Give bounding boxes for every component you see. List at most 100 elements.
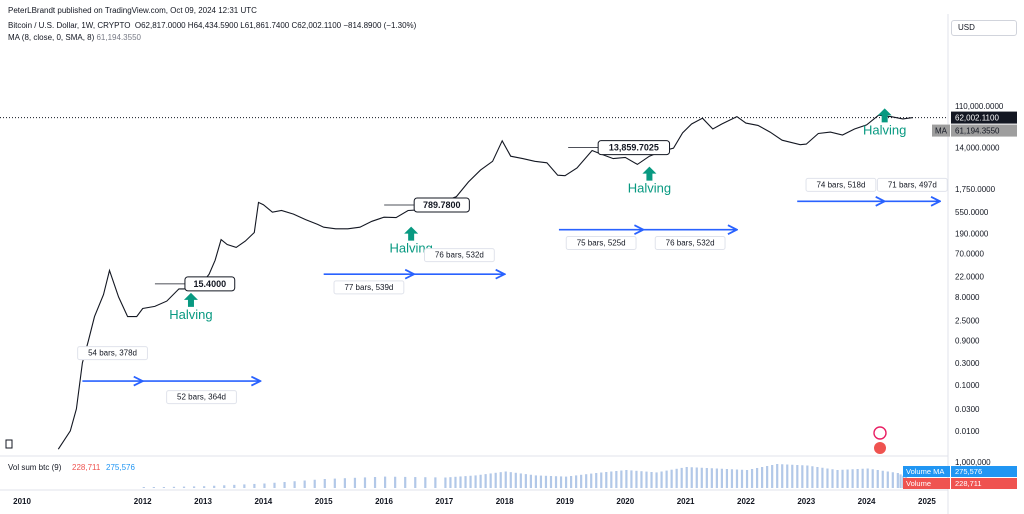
volume-bar — [449, 477, 452, 488]
volume-bar — [484, 474, 487, 488]
volume-bar — [534, 475, 538, 488]
volume-bar — [333, 478, 336, 488]
volume-bar — [881, 470, 884, 488]
volume-bar — [620, 470, 623, 488]
volume-bar — [172, 486, 176, 488]
volume-bar — [539, 475, 543, 488]
volume-bar — [766, 466, 769, 488]
cycle-label-box — [77, 346, 148, 361]
y-tick-label: 110,000.0000 — [955, 102, 1004, 111]
volume-bar — [625, 470, 628, 488]
x-tick-label: 2015 — [315, 497, 333, 506]
volume-bar — [861, 468, 864, 488]
volume-bar — [152, 487, 155, 488]
volume-bar — [655, 472, 658, 488]
volume-bar — [595, 473, 598, 488]
volume-bar — [363, 477, 367, 488]
volume-bar — [384, 476, 387, 488]
ma-tag-label: MA — [935, 127, 948, 136]
x-tick-label: 2024 — [858, 497, 876, 506]
volume-bar — [891, 472, 894, 488]
x-tick-label: 2017 — [435, 497, 453, 506]
cycle-label-box — [333, 280, 405, 295]
cycle-label-text: 76 bars, 532d — [666, 238, 715, 247]
volume-bar — [293, 481, 296, 488]
volume-bar — [836, 470, 839, 488]
volume-bar — [519, 473, 522, 488]
x-tick-label: 2010 — [13, 497, 31, 506]
volume-bar — [474, 475, 477, 488]
volume-bar — [715, 468, 718, 488]
volume-tag-value-box — [951, 466, 1017, 477]
halving-up-arrow-icon — [642, 166, 657, 181]
ma-value: 61,194.3550 — [955, 127, 1000, 136]
volume-bar — [650, 472, 653, 488]
volume-bar — [761, 467, 764, 488]
volume-bar — [605, 472, 608, 488]
volume-bar — [846, 469, 849, 488]
y-tick-label: 70.0000 — [955, 250, 984, 259]
volume-bar — [223, 485, 226, 488]
volume-bar — [142, 487, 145, 488]
cycle-label-box — [876, 177, 948, 192]
cycle-label-text: 76 bars, 532d — [435, 251, 484, 260]
volume-bar — [580, 474, 583, 488]
volume-legend-name: Vol sum btc (9) — [8, 463, 62, 472]
y-tick-label: 22.0000 — [955, 273, 984, 282]
volume-bar — [514, 472, 517, 488]
volume-bar — [394, 476, 397, 488]
volume-bar — [685, 467, 688, 488]
volume-bar — [213, 485, 216, 488]
volume-bar — [680, 467, 683, 488]
volume-bar — [203, 486, 206, 488]
ma-indicator-label: MA (8, close, 0, SMA, 8) — [8, 33, 95, 42]
y-tick-label: 8.0000 — [955, 293, 980, 302]
volume-bar — [645, 471, 648, 488]
volume-bar — [871, 469, 874, 488]
volume-bar — [182, 486, 186, 488]
x-tick-label: 2013 — [194, 497, 212, 506]
cycle-label-box — [424, 248, 495, 263]
volume-tag-label: Volume MA — [906, 467, 944, 476]
volume-bar — [771, 465, 774, 488]
price-label-box — [184, 276, 236, 292]
y-tick-label: 1,750.0000 — [955, 185, 996, 194]
volume-bar — [635, 470, 638, 488]
x-tick-label: 2023 — [797, 497, 815, 506]
currency-selector[interactable]: USD — [951, 20, 1017, 36]
volume-bar — [690, 467, 693, 488]
volume-bar — [630, 470, 633, 488]
cycle-label-text: 54 bars, 378d — [88, 349, 137, 358]
halving-up-arrow-icon — [404, 226, 419, 241]
cycle-label-text: 77 bars, 539d — [344, 283, 393, 292]
volume-bar — [585, 474, 588, 488]
x-tick-label: 2019 — [556, 497, 574, 506]
volume-bar — [509, 472, 512, 488]
volume-bar — [499, 472, 502, 488]
y-tick-label: 190.0000 — [955, 230, 989, 239]
volume-bar — [610, 471, 613, 488]
volume-bar — [343, 478, 346, 488]
price-label-text: 15.4000 — [194, 279, 227, 289]
ma-value-tag — [951, 124, 1017, 137]
y-tick-label: 550.0000 — [955, 208, 989, 217]
volume-bar — [373, 477, 377, 488]
volume-bar — [856, 469, 859, 488]
cycle-label-box — [654, 235, 726, 250]
volume-bar — [524, 474, 527, 488]
scroll-marker-icon — [5, 439, 13, 449]
volume-bar — [489, 473, 492, 488]
volume-bar — [444, 477, 447, 488]
halving-label: Halving — [628, 181, 671, 196]
volume-bar — [549, 476, 553, 488]
volume-bar — [323, 479, 326, 488]
x-tick-label: 2018 — [496, 497, 514, 506]
volume-bar — [851, 469, 854, 488]
volume-bar — [755, 468, 759, 488]
volume-bar — [554, 476, 558, 488]
volume-bar — [866, 468, 869, 488]
halving-label: Halving — [169, 307, 212, 322]
volume-bar — [640, 471, 643, 488]
volume-bar — [454, 476, 457, 488]
